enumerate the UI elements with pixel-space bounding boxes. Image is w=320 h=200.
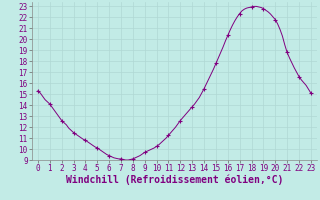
X-axis label: Windchill (Refroidissement éolien,°C): Windchill (Refroidissement éolien,°C) — [66, 175, 283, 185]
